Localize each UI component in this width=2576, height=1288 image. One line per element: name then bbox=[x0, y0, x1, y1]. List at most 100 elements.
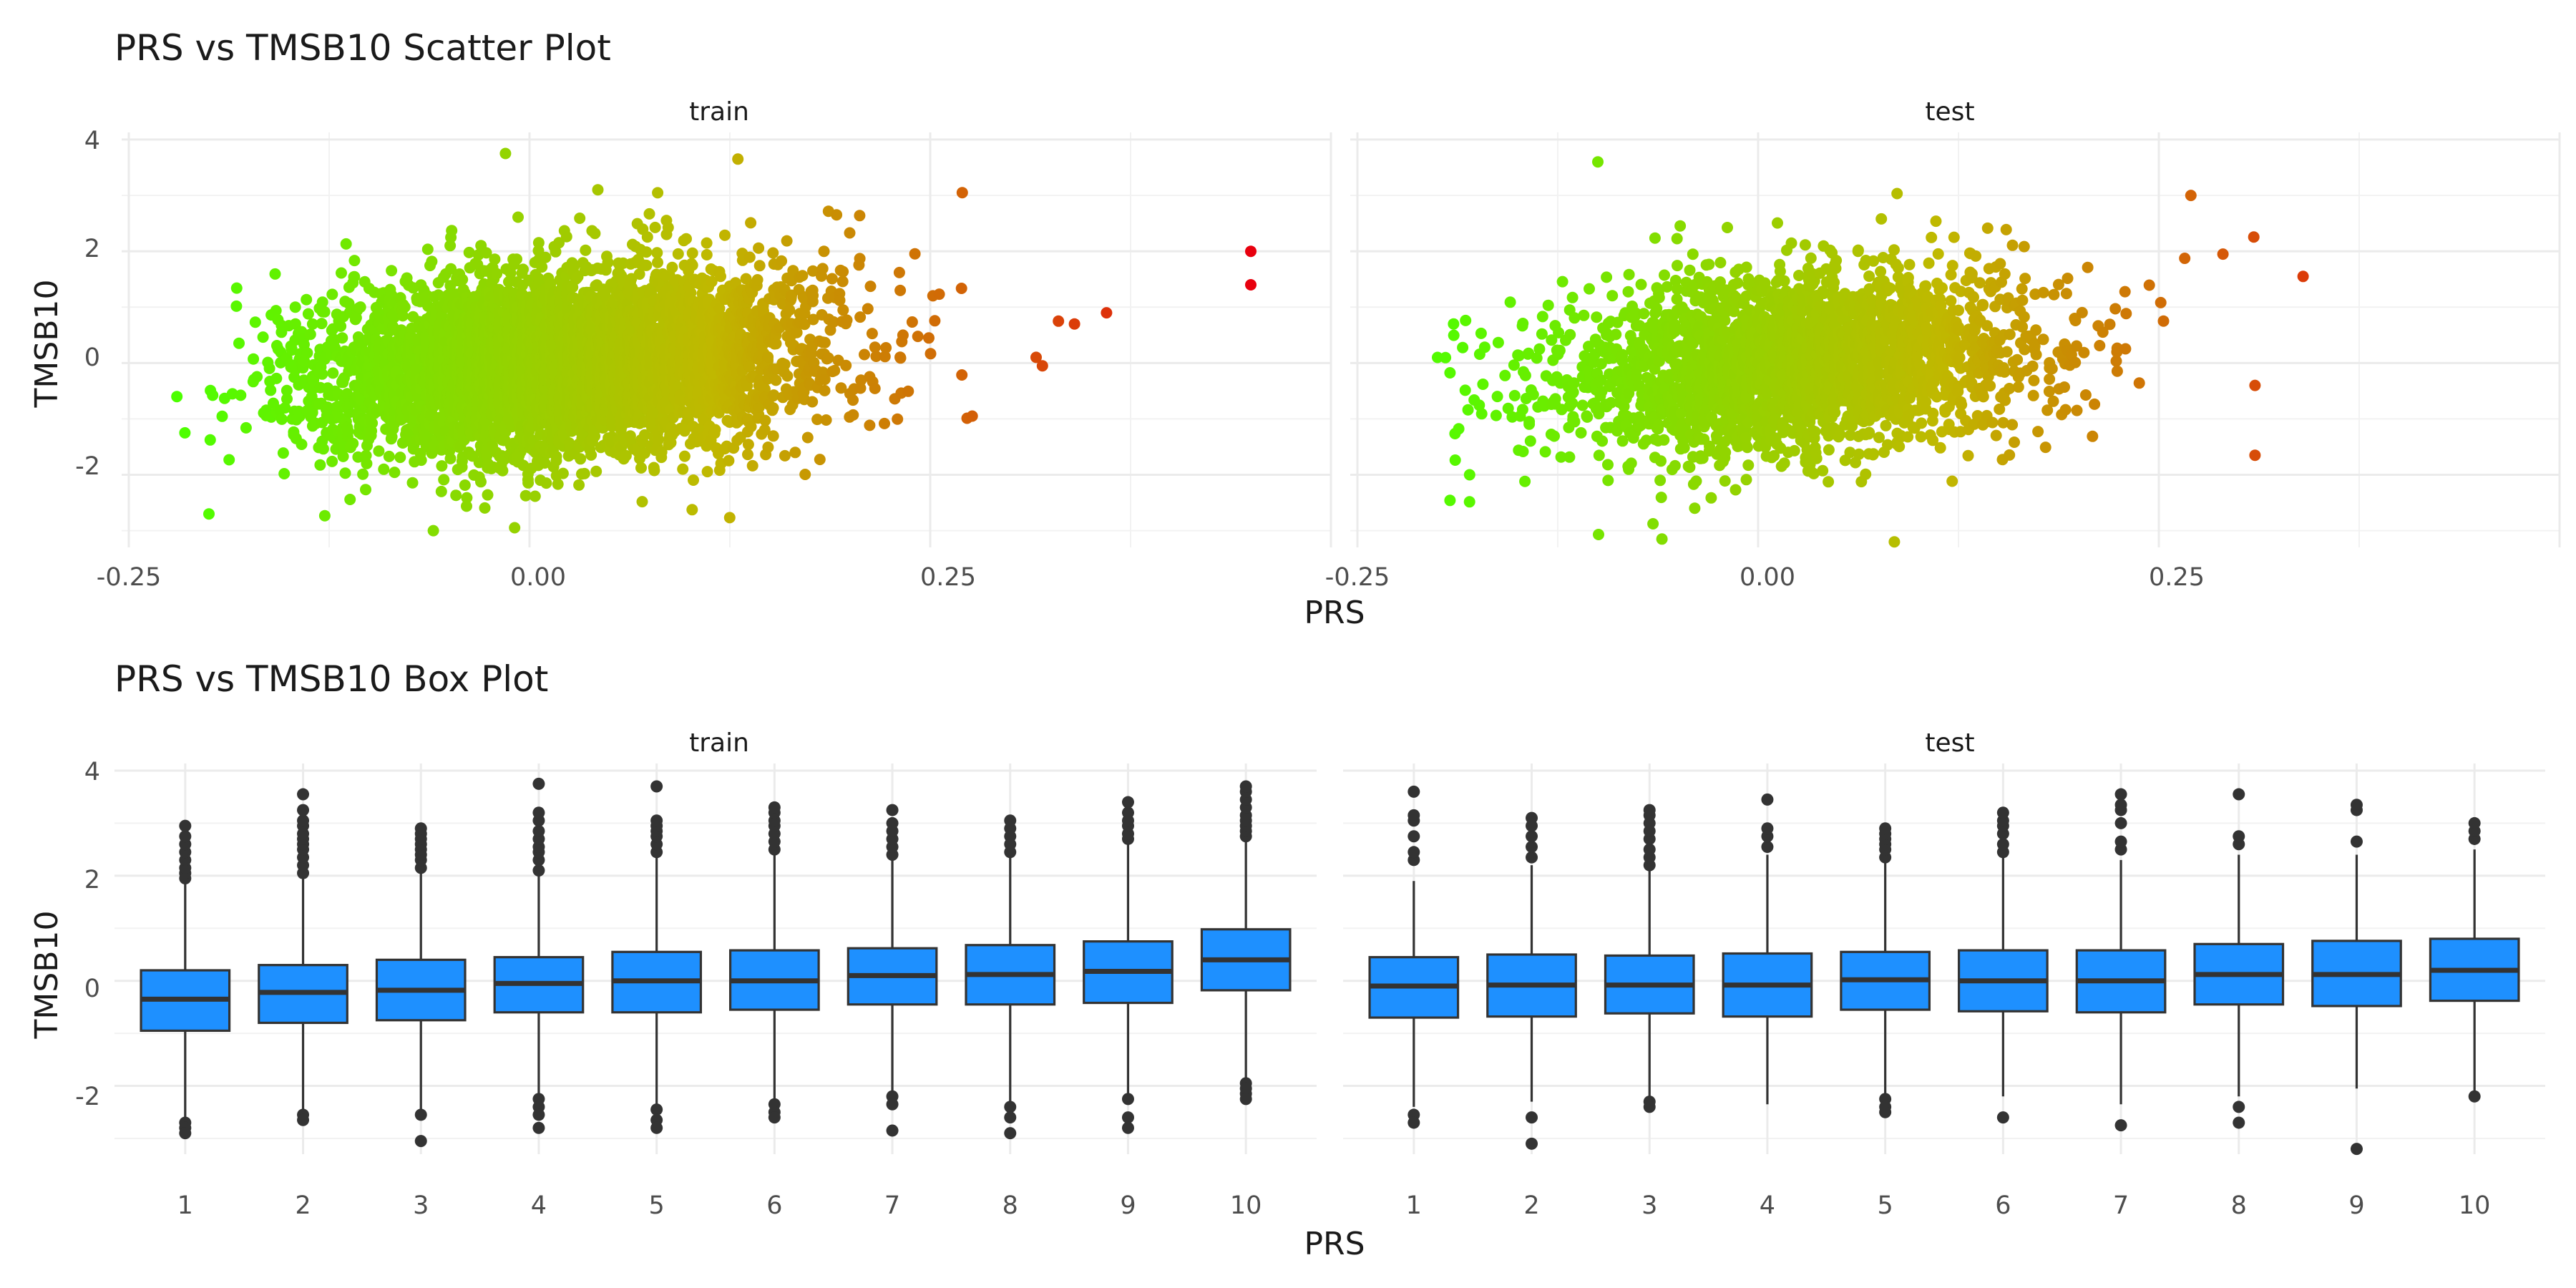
scatter-point bbox=[503, 275, 514, 288]
scatter-point bbox=[306, 318, 318, 330]
scatter-point bbox=[326, 455, 338, 467]
scatter-point bbox=[318, 306, 331, 318]
scatter-point bbox=[489, 253, 501, 265]
scatter-point bbox=[648, 464, 660, 477]
scatter-point bbox=[316, 368, 328, 380]
scatter-point bbox=[383, 450, 395, 462]
scatter-point bbox=[519, 489, 532, 502]
scatter-point bbox=[473, 457, 485, 469]
scatter-point bbox=[649, 221, 661, 233]
scatter-point bbox=[279, 402, 291, 414]
scatter-point bbox=[230, 282, 243, 294]
scatter-point bbox=[662, 222, 674, 233]
scatter-point bbox=[335, 320, 347, 332]
scatter-point bbox=[444, 240, 457, 252]
scatter-point bbox=[463, 246, 475, 258]
scatter-point bbox=[575, 453, 587, 465]
scatter-point bbox=[640, 246, 653, 258]
scatter-point bbox=[499, 147, 512, 160]
scatter-point bbox=[275, 413, 288, 425]
scatter-point bbox=[336, 332, 348, 344]
scatter-point bbox=[759, 414, 771, 426]
scatter-title: PRS vs TMSB10 Scatter Plot bbox=[114, 27, 611, 69]
scatter-point bbox=[248, 353, 260, 365]
scatter-point bbox=[602, 256, 614, 268]
scatter-point bbox=[709, 424, 721, 436]
scatter-point bbox=[539, 457, 551, 469]
scatter-point bbox=[743, 251, 756, 263]
scatter-point bbox=[289, 318, 301, 330]
scatter-point bbox=[686, 247, 698, 259]
scatter-point bbox=[585, 449, 597, 461]
scatter-point bbox=[360, 484, 371, 496]
scatter-point bbox=[265, 384, 277, 396]
scatter-point bbox=[672, 248, 684, 260]
scatter-point bbox=[326, 288, 338, 301]
scatter-point bbox=[373, 445, 385, 457]
scatter-point bbox=[415, 454, 427, 467]
scatter-point bbox=[396, 310, 409, 322]
scatter-point bbox=[540, 477, 552, 489]
scatter-point bbox=[479, 502, 491, 514]
scatter-point bbox=[306, 406, 318, 419]
scatter-point bbox=[257, 331, 269, 343]
scatter-point bbox=[652, 256, 663, 268]
scatter-point bbox=[316, 318, 328, 330]
scatter-point bbox=[366, 417, 379, 429]
scatter-point bbox=[732, 153, 744, 165]
scatter-point bbox=[677, 463, 689, 475]
scatter-point bbox=[590, 465, 602, 477]
scatter-point bbox=[550, 450, 562, 462]
scatter-point bbox=[340, 238, 352, 250]
scatter-point bbox=[446, 225, 458, 237]
scatter-point bbox=[553, 237, 565, 249]
scatter-point bbox=[354, 301, 366, 313]
scatter-point bbox=[497, 464, 509, 477]
scatter-point bbox=[235, 389, 247, 401]
scatter-point bbox=[336, 267, 347, 279]
scatter-point bbox=[269, 268, 281, 280]
scatter-point bbox=[536, 261, 548, 273]
scatter-point bbox=[348, 255, 361, 267]
scatter-point bbox=[427, 525, 439, 537]
scatter-point bbox=[482, 489, 494, 501]
scatter-point bbox=[643, 208, 655, 220]
scatter-point bbox=[459, 479, 471, 491]
scatter-point bbox=[532, 237, 545, 249]
scatter-point bbox=[580, 244, 592, 256]
scatter-point bbox=[394, 452, 406, 464]
scatter-point bbox=[426, 255, 438, 268]
scatter-point bbox=[318, 509, 331, 522]
scatter-point bbox=[450, 489, 462, 502]
scatter-point bbox=[742, 449, 753, 461]
scatter-point bbox=[512, 211, 524, 223]
scatter-point bbox=[406, 477, 419, 489]
scatter-point bbox=[589, 228, 601, 240]
scatter-strip-train: train bbox=[689, 97, 749, 127]
scatter-point bbox=[435, 485, 447, 497]
scatter-point bbox=[240, 421, 252, 434]
scatter-point bbox=[511, 253, 522, 265]
scatter-point bbox=[589, 430, 601, 442]
scatter-point bbox=[204, 434, 216, 446]
scatter-point bbox=[280, 384, 293, 396]
scatter-point bbox=[327, 367, 339, 379]
scatter-point bbox=[688, 474, 699, 486]
scatter-point bbox=[389, 467, 401, 479]
scatter-points-train bbox=[171, 147, 1257, 537]
scatter-point bbox=[652, 187, 664, 199]
scatter-point bbox=[357, 468, 369, 480]
scatter-point bbox=[652, 434, 664, 446]
scatter-point bbox=[339, 467, 351, 479]
scatter-point bbox=[540, 251, 552, 263]
scatter-point bbox=[207, 389, 219, 401]
scatter-point bbox=[301, 293, 313, 306]
scatter-point bbox=[301, 347, 313, 359]
scatter-point bbox=[289, 301, 301, 313]
scatter-point bbox=[678, 450, 691, 462]
scatter-point bbox=[203, 508, 215, 520]
scatter-point bbox=[701, 466, 713, 478]
scatter-point bbox=[762, 441, 774, 453]
scatter-point bbox=[723, 454, 735, 467]
